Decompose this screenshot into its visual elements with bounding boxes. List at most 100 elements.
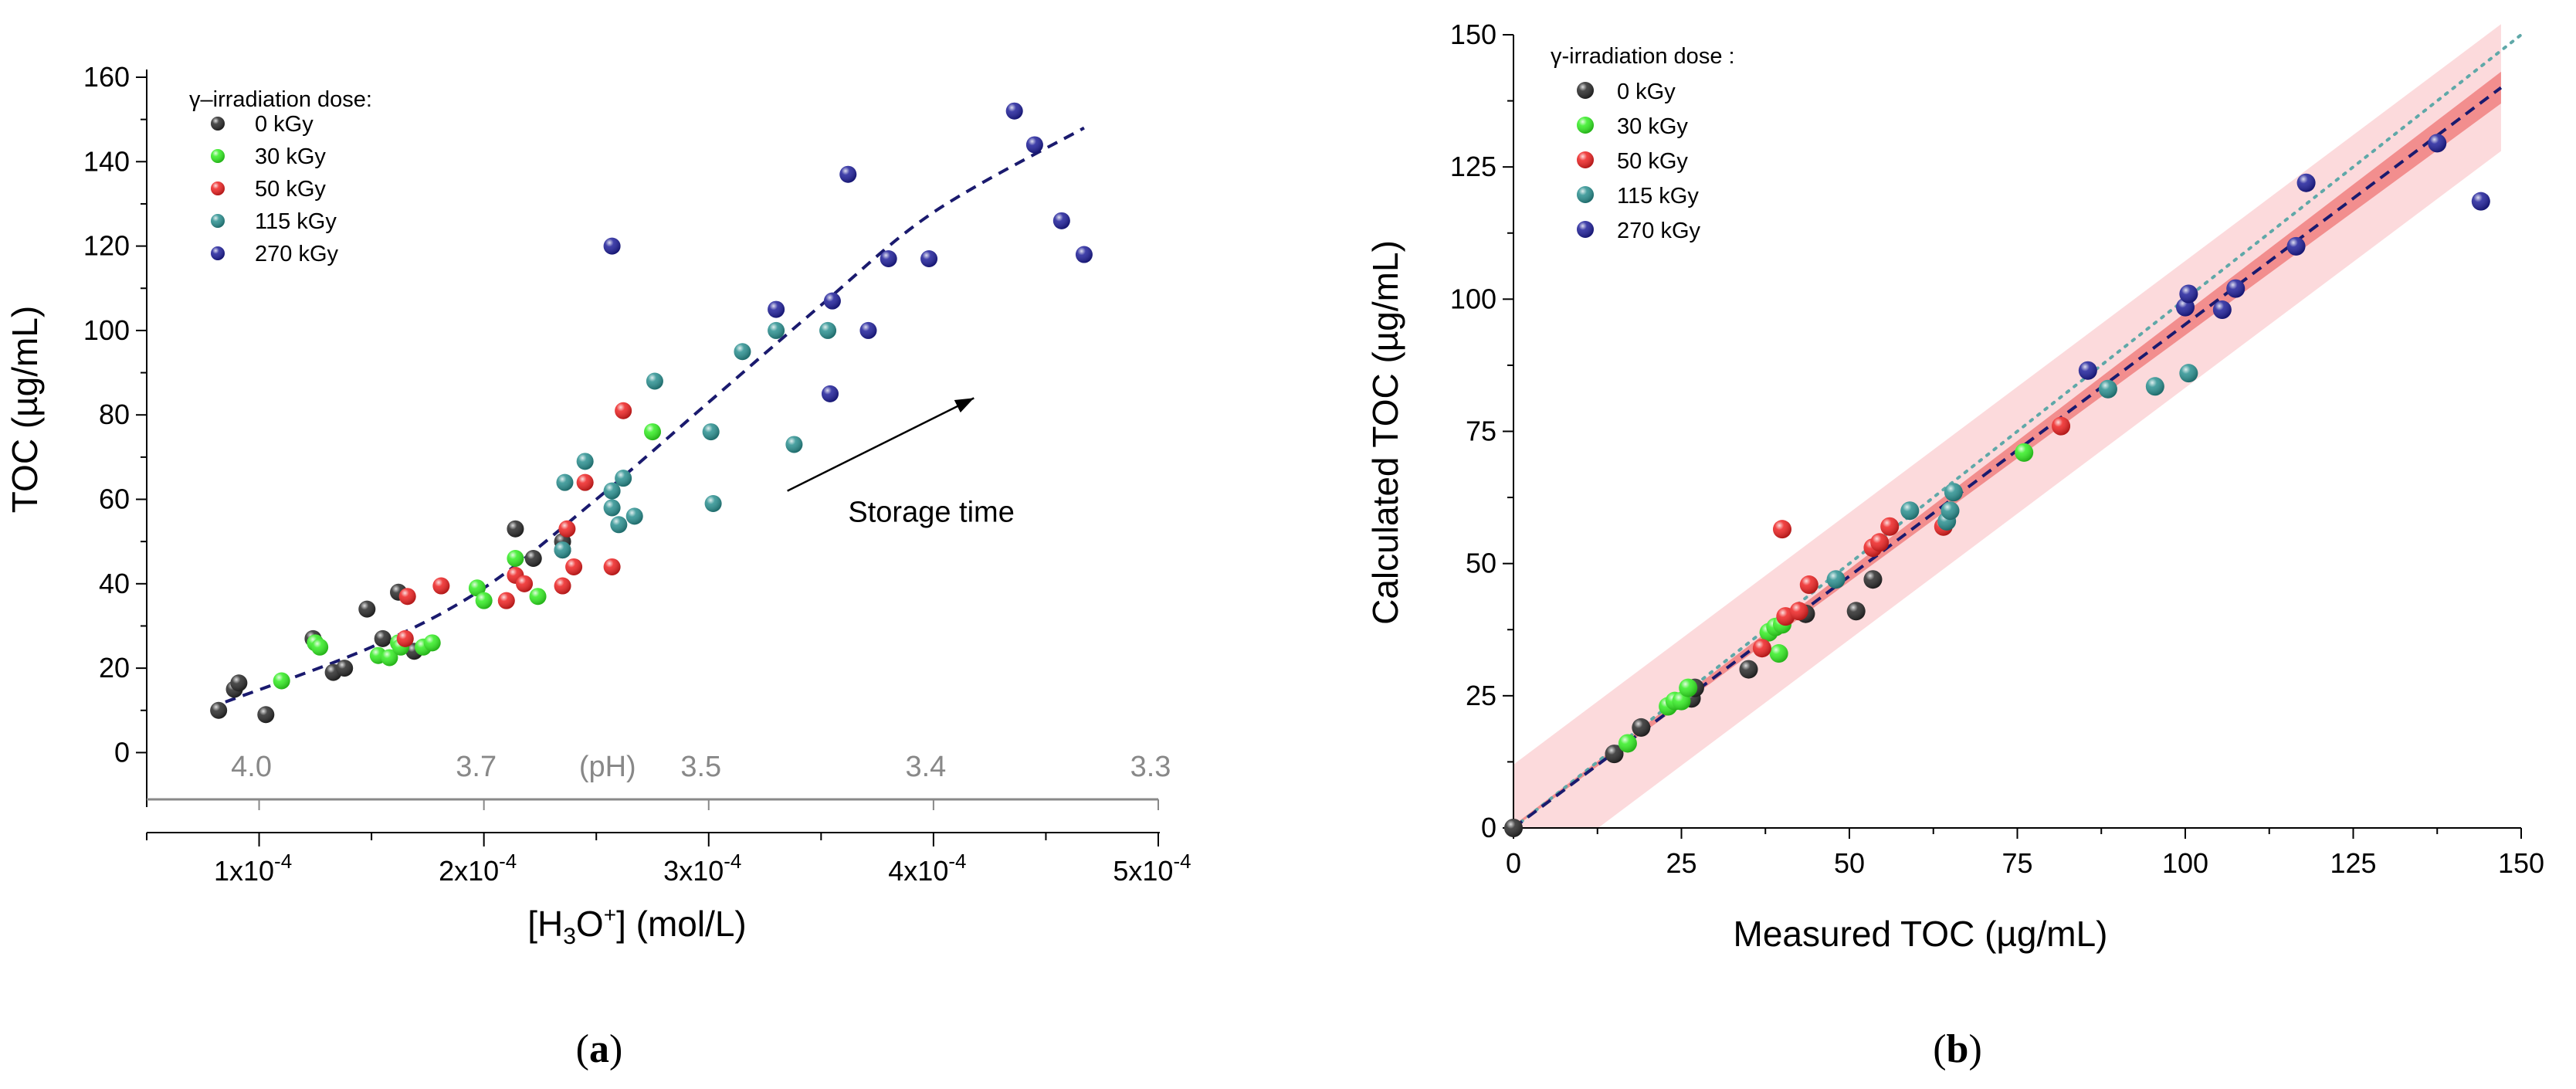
data-point-shine	[2145, 377, 2164, 396]
data-point-shine	[507, 520, 524, 538]
data-point	[1739, 660, 1758, 679]
legend-marker	[1577, 151, 1594, 168]
data-point	[1075, 246, 1093, 263]
data-point	[625, 507, 643, 525]
data-point-shine	[603, 558, 621, 575]
data-point	[423, 634, 441, 652]
y-tick-label: 50	[1466, 548, 1496, 579]
panel-b-label: (b)	[1933, 1027, 1982, 1071]
data-point-shine	[615, 470, 632, 487]
ph-tick-label: 3.3	[1130, 751, 1171, 783]
y-tick-label: 80	[99, 399, 130, 430]
data-point	[554, 577, 571, 595]
data-point	[257, 706, 275, 724]
data-point	[646, 372, 663, 390]
ph-axis-label: (pH)	[579, 751, 636, 783]
legend-marker-shine	[1577, 186, 1594, 203]
data-point-shine	[646, 372, 663, 390]
x-tick-label: 50	[1834, 847, 1865, 879]
data-point-shine	[2286, 236, 2306, 256]
x-tick-label-exponent: -4	[499, 850, 517, 873]
data-point-shine	[1075, 246, 1093, 263]
data-point	[880, 250, 897, 267]
legend-marker	[211, 214, 225, 228]
data-point-shine	[1005, 102, 1023, 120]
y-tick-label: 40	[99, 568, 130, 599]
x-title-sup: +	[604, 903, 616, 927]
data-point	[1773, 520, 1791, 539]
legend-marker	[211, 117, 225, 131]
data-point	[1940, 501, 1960, 521]
ph-tick-label: 3.5	[680, 751, 721, 783]
x-tick-label-mantissa: 3x10	[663, 855, 724, 887]
data-point-shine	[1052, 212, 1070, 229]
legend-label: 0 kGy	[255, 112, 314, 137]
x-title-part1: [H	[527, 904, 563, 944]
data-point	[603, 499, 621, 517]
data-point	[516, 575, 534, 592]
data-point	[704, 494, 722, 512]
data-point-shine	[819, 321, 837, 339]
y-tick-label: 140	[83, 145, 130, 177]
data-point	[2179, 364, 2198, 383]
data-point	[576, 453, 594, 470]
legend-marker	[1577, 186, 1594, 203]
legend-marker	[211, 182, 225, 195]
data-point-shine	[423, 634, 441, 652]
data-point-shine	[554, 541, 571, 559]
data-point-shine	[644, 423, 661, 441]
series-270-kGy	[603, 102, 1093, 402]
data-point	[1870, 533, 1890, 552]
legend-marker-shine	[211, 182, 225, 195]
x-tick-label-exponent: -4	[1173, 850, 1191, 873]
panel-a-ph-axis: 4.0 3.7 3.5 3.4 3.3 (pH)	[147, 751, 1171, 810]
series-50-kGy	[396, 402, 632, 647]
data-point	[1799, 575, 1818, 595]
legend-label: 115 kGy	[255, 209, 337, 234]
data-point	[2145, 377, 2164, 396]
legend-marker	[1577, 117, 1594, 134]
data-point	[210, 701, 228, 719]
data-point-shine	[565, 558, 583, 575]
data-point-shine	[768, 321, 785, 339]
data-point-shine	[210, 701, 228, 719]
data-point-shine	[381, 649, 398, 667]
data-point	[576, 473, 594, 491]
data-point	[2296, 173, 2316, 192]
x-tick-label-mantissa: 1x10	[214, 855, 274, 887]
data-point	[1789, 602, 1808, 621]
legend-marker-shine	[1577, 82, 1594, 99]
series-30-kGy	[273, 423, 661, 690]
legend-label: 115 kGy	[1617, 184, 1699, 209]
data-point-shine	[524, 550, 542, 568]
x-tick-label: 4x10-4	[888, 850, 966, 887]
data-point	[1752, 639, 1771, 658]
data-point	[1025, 136, 1043, 154]
x-tick-label: 3x10-4	[663, 850, 741, 887]
panel-b-letter: b	[1947, 1027, 1969, 1071]
data-point-shine	[1789, 602, 1808, 621]
data-point-shine	[507, 550, 524, 568]
confidence-band	[1513, 71, 2501, 829]
x-tick-label-exponent: -4	[724, 850, 741, 873]
legend-marker-shine	[211, 214, 225, 228]
data-point	[1880, 517, 1900, 536]
legend-marker-shine	[211, 246, 225, 260]
data-point-shine	[311, 638, 329, 656]
data-point	[432, 577, 450, 595]
data-point	[920, 250, 938, 267]
data-point	[2212, 300, 2232, 320]
x-tick-label-exponent: -4	[948, 850, 966, 873]
data-point-shine	[516, 575, 534, 592]
storage-arrow-line	[787, 397, 974, 492]
x-tick-label: 0	[1506, 847, 1521, 879]
panel-b-legend: γ-irradiation dose : 0 kGy 30 kGy 50 kGy 115…	[1551, 44, 1735, 243]
data-point	[475, 592, 493, 609]
data-point-shine	[1632, 718, 1651, 737]
data-point	[644, 423, 661, 441]
data-point-shine	[2428, 134, 2447, 153]
panel-a-legend: γ–irradiation dose:0 kGy 30 kGy 50 kGy 115 …	[189, 87, 372, 266]
data-point-shine	[475, 592, 493, 609]
series-115-kGy	[554, 321, 837, 559]
